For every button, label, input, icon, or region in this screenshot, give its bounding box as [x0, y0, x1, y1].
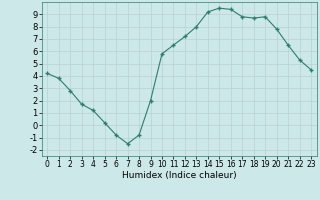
X-axis label: Humidex (Indice chaleur): Humidex (Indice chaleur)	[122, 171, 236, 180]
